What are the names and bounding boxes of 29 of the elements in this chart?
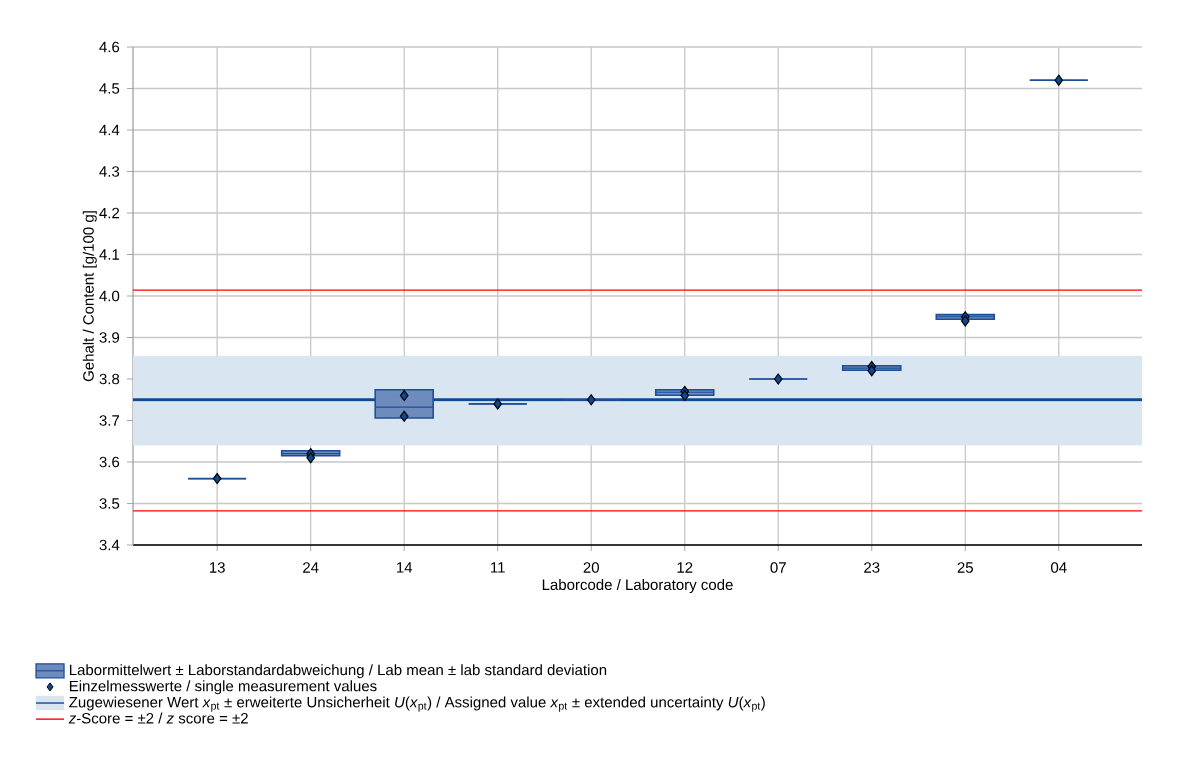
y-tick-label: 4.1	[99, 249, 120, 260]
x-tick-label: 23	[864, 562, 880, 573]
y-tick-label: 4.4	[99, 124, 120, 136]
y-tick-label: 4.5	[99, 83, 120, 94]
y-tick-label: 3.5	[99, 498, 120, 509]
y-tick-label: 3.4	[99, 539, 120, 551]
y-tick-label: 3.8	[99, 373, 120, 385]
x-tick-label: 24	[303, 562, 319, 573]
x-tick-label: 25	[957, 562, 973, 573]
x-axis-title: Laborcode / Laboratory code	[542, 579, 733, 593]
x-tick-label: 04	[1051, 562, 1067, 573]
text: Zugewiesener Wert x$_{pt}$ ± erweiterte Unsicherheit U(x$_{pt}$) / Assigned value x$_{pt}$ ± extended uncertainty U(x$_{pt}$)	[69, 696, 765, 712]
y-tick-label: 4.3	[99, 166, 120, 177]
legend-label: Einzelmesswerte / single measurement values	[69, 680, 377, 695]
x-tick-label: 07	[770, 562, 786, 573]
x-tick-label: 14	[397, 562, 413, 573]
y-tick-label: 4.6	[99, 41, 120, 53]
y-tick-label: 3.7	[99, 415, 120, 426]
x-tick-label: 12	[677, 562, 693, 573]
x-tick-label: 11	[491, 562, 505, 573]
y-axis-title: Gehalt / Content [g/100 g]	[82, 211, 97, 382]
y-tick-label: 3.9	[99, 332, 120, 343]
y-tick-label: 3.6	[99, 456, 120, 468]
x-tick-label: 20	[583, 562, 599, 573]
legend-label: z-Score = ±2 / z score = ±2	[68, 712, 248, 724]
x-tick-label: 13	[209, 562, 225, 573]
y-tick-label: 4.2	[99, 207, 120, 219]
legend-label: Labormittelwert ± Laborstandardabweichung / Lab mean ± lab standard deviation	[69, 664, 607, 679]
y-tick-label: 4.0	[99, 290, 120, 302]
